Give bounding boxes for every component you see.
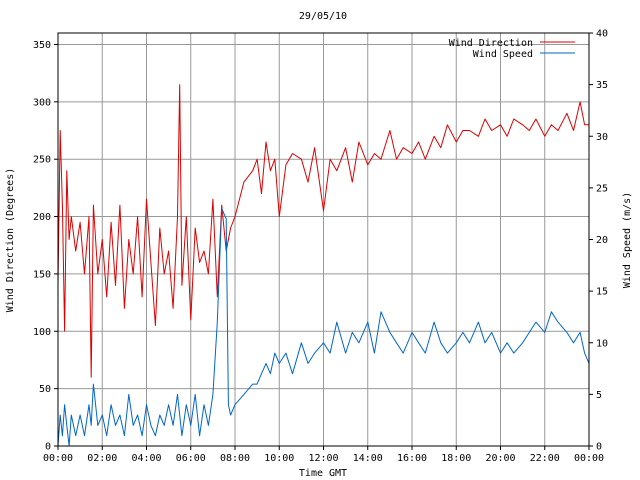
legend-label-wind-speed: Wind Speed: [473, 49, 533, 60]
x-tick-label: 22:00: [530, 453, 560, 464]
y-left-tick-label: 200: [33, 212, 51, 223]
y-left-tick-label: 250: [33, 155, 51, 166]
y-left-tick-label: 0: [45, 442, 51, 453]
x-tick-label: 00:00: [43, 453, 73, 464]
x-tick-label: 12:00: [308, 453, 338, 464]
y-left-tick-label: 50: [39, 384, 51, 395]
y-right-tick-label: 5: [596, 390, 602, 401]
y-right-tick-label: 35: [596, 80, 608, 91]
x-tick-label: 16:00: [397, 453, 427, 464]
series-layer: [57, 84, 590, 447]
x-tick-label: 00:00: [574, 453, 604, 464]
y-right-tick-label: 30: [596, 132, 608, 143]
x-axis: 00:00 02:00 04:00 06:00 08:00 10:00 12:00 14:00…: [43, 446, 604, 464]
y-left-tick-label: 150: [33, 269, 51, 280]
y-axis-left-label: Wind Direction (Degrees): [5, 168, 16, 313]
series-line-wind-speed: [57, 208, 590, 447]
y-axis-right: 0 5 10 15 20 25 30 35 40: [589, 29, 608, 453]
y-left-tick-label: 300: [33, 97, 51, 108]
grid-lines: [57, 33, 590, 447]
y-axis-right-label: Wind Speed (m/s): [622, 192, 633, 288]
y-left-tick-label: 350: [33, 40, 51, 51]
x-tick-label: 18:00: [441, 453, 471, 464]
y-right-tick-label: 15: [596, 287, 608, 298]
y-left-tick-label: 100: [33, 327, 51, 338]
x-tick-label: 06:00: [176, 453, 206, 464]
y-right-tick-label: 10: [596, 338, 608, 349]
chart-title: 29/05/10: [299, 11, 347, 22]
y-axis-left: 0 50 100 150 200 250 300 350: [33, 40, 58, 453]
x-axis-label: Time GMT: [299, 468, 347, 479]
y-right-tick-label: 40: [596, 29, 608, 40]
y-right-tick-label: 25: [596, 183, 608, 194]
x-tick-label: 20:00: [485, 453, 515, 464]
x-tick-label: 10:00: [264, 453, 294, 464]
x-tick-label: 14:00: [353, 453, 383, 464]
x-tick-label: 04:00: [131, 453, 161, 464]
legend: Wind Direction Wind Speed: [449, 38, 575, 60]
x-tick-label: 02:00: [87, 453, 117, 464]
y-right-tick-label: 0: [596, 442, 602, 453]
series-line-wind-direction: [57, 84, 589, 378]
x-tick-label: 08:00: [220, 453, 250, 464]
legend-label-wind-direction: Wind Direction: [449, 38, 533, 49]
y-right-tick-label: 20: [596, 235, 608, 246]
